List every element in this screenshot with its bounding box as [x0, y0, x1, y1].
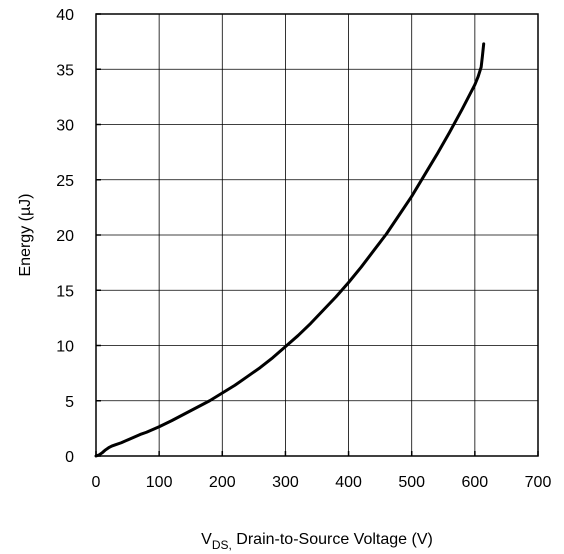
x-tick-label: 400 [335, 474, 362, 491]
y-axis-title: Energy (µJ) [17, 193, 34, 276]
grid-lines [96, 14, 538, 456]
y-tick-label: 5 [65, 394, 74, 411]
x-axis-tick-labels: 0 100 200 300 400 500 600 700 [92, 474, 552, 491]
y-tick-label: 20 [56, 228, 74, 245]
y-tick-label: 30 [56, 118, 74, 135]
y-tick-label: 10 [56, 339, 74, 356]
x-axis-title-rest: Drain-to-Source Voltage (V) [232, 531, 433, 548]
x-tick-label: 500 [398, 474, 425, 491]
x-axis-title-subscript: DS, [212, 538, 232, 552]
x-tick-label: 700 [525, 474, 552, 491]
x-tick-label: 300 [272, 474, 299, 491]
x-tick-label: 600 [462, 474, 489, 491]
y-tick-label: 15 [56, 283, 74, 300]
plot-frame [95, 13, 539, 457]
x-tick-label: 200 [209, 474, 236, 491]
y-tick-label: 40 [56, 7, 74, 24]
x-tick-label: 0 [92, 474, 101, 491]
y-axis-tick-labels: 0 5 10 15 20 25 30 35 40 [56, 7, 74, 466]
y-tick-label: 0 [65, 449, 74, 466]
y-tick-label: 25 [56, 173, 74, 190]
x-tick-label: 100 [146, 474, 173, 491]
y-tick-label: 35 [56, 62, 74, 79]
x-axis-title: VDS, Drain-to-Source Voltage (V) [201, 531, 433, 552]
x-axis-title-main: V [201, 531, 212, 548]
energy-curve-line [94, 42, 486, 458]
